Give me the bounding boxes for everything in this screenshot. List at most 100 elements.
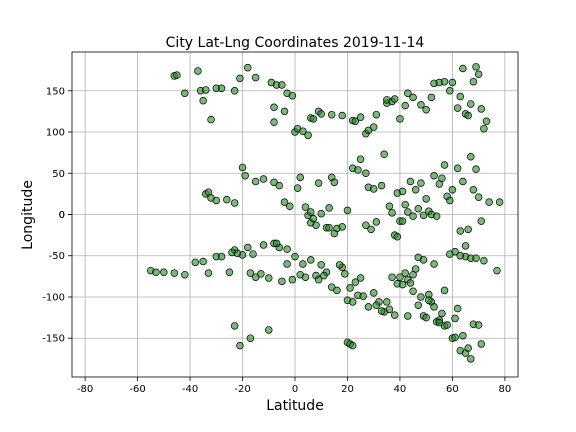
city-point — [393, 233, 402, 241]
city-point — [346, 284, 354, 292]
city-point — [401, 101, 409, 110]
city-point — [280, 107, 289, 116]
city-point — [448, 78, 457, 87]
x-tick-label: 20 — [341, 384, 354, 395]
city-point — [278, 277, 286, 286]
city-point — [301, 203, 310, 211]
city-point — [390, 311, 399, 319]
city-point — [459, 177, 467, 186]
city-point — [317, 209, 325, 218]
city-point — [364, 126, 373, 135]
city-point — [380, 150, 388, 159]
city-point — [280, 198, 289, 206]
city-point — [354, 166, 362, 174]
city-point — [435, 318, 444, 327]
city-point — [343, 206, 352, 215]
city-point — [230, 322, 239, 330]
x-tick-label: -40 — [182, 384, 198, 395]
city-point — [306, 208, 315, 216]
city-point — [199, 96, 207, 105]
city-point — [335, 261, 344, 269]
y-axis-label: Longitude — [20, 180, 36, 250]
city-point — [456, 251, 465, 260]
city-point — [446, 196, 454, 205]
city-point — [467, 153, 475, 161]
x-tick-label: 40 — [394, 384, 407, 395]
city-point — [173, 71, 181, 79]
city-point — [419, 256, 428, 264]
city-point — [293, 184, 302, 192]
city-point — [472, 165, 480, 173]
city-point — [427, 93, 436, 102]
city-point — [474, 321, 483, 329]
city-point — [314, 275, 323, 284]
city-point — [422, 105, 430, 114]
city-point — [288, 275, 297, 284]
city-point — [464, 225, 472, 234]
city-point — [409, 212, 417, 220]
city-point — [459, 64, 467, 73]
city-point — [414, 204, 423, 213]
city-point — [314, 179, 323, 187]
city-point — [453, 164, 462, 173]
city-point — [451, 333, 459, 342]
city-point — [265, 274, 273, 282]
y-tick-label: -50 — [49, 251, 65, 262]
city-point — [480, 124, 488, 133]
city-point — [401, 200, 409, 209]
city-point — [448, 186, 457, 194]
city-point — [474, 193, 483, 201]
city-point — [265, 326, 273, 334]
city-point — [259, 175, 268, 183]
city-point — [422, 195, 430, 203]
city-point — [283, 260, 291, 268]
x-tick-label: -20 — [234, 384, 250, 395]
city-point — [388, 209, 396, 217]
city-point — [351, 117, 360, 126]
city-point — [430, 260, 438, 268]
city-point — [422, 313, 430, 322]
city-point — [306, 256, 315, 264]
city-point — [309, 214, 318, 223]
city-point — [493, 266, 501, 275]
city-point — [430, 171, 438, 180]
city-point — [385, 202, 394, 211]
y-tick-label: 0 — [59, 210, 65, 221]
city-point — [160, 268, 168, 276]
city-point — [406, 279, 415, 287]
city-point — [238, 163, 247, 172]
city-point — [348, 298, 357, 306]
city-point — [191, 258, 200, 267]
y-tick-label: 50 — [52, 169, 65, 180]
city-point — [369, 289, 378, 297]
y-tick-label: -150 — [42, 334, 65, 345]
city-point — [461, 242, 470, 250]
city-point — [246, 334, 255, 342]
city-point — [359, 292, 367, 300]
city-point — [330, 178, 339, 187]
city-point — [443, 321, 451, 329]
city-point — [372, 218, 381, 226]
city-point — [309, 115, 318, 123]
city-point — [472, 254, 480, 262]
y-tick-label: 0 — [59, 210, 65, 221]
city-point — [474, 70, 483, 79]
city-point — [477, 105, 486, 113]
y-tick-label: 100 — [46, 128, 65, 139]
city-point — [467, 100, 475, 108]
city-point — [480, 256, 488, 265]
x-axis-label: Latitude — [266, 398, 324, 414]
city-point — [409, 287, 417, 295]
city-point — [244, 243, 252, 252]
city-point — [278, 81, 286, 89]
city-point — [202, 86, 210, 94]
city-point — [356, 155, 365, 163]
city-point — [409, 270, 417, 279]
city-point — [194, 67, 202, 75]
city-point — [288, 91, 297, 100]
city-point — [325, 204, 333, 212]
city-point — [327, 110, 336, 119]
city-point — [251, 177, 260, 186]
city-point — [362, 169, 370, 178]
